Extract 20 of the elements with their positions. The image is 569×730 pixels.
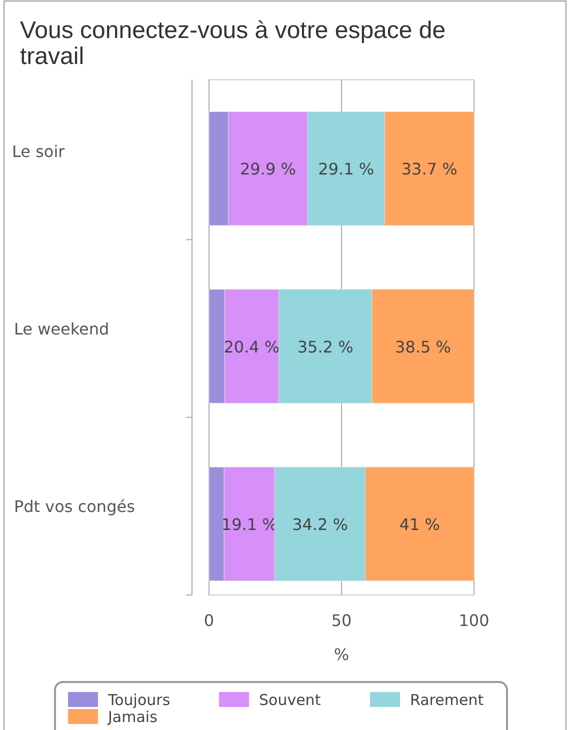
y-tick-label: Le weekend [14,320,110,338]
x-tick-label: 50 [331,611,352,630]
data-label: 29.9 % [240,160,296,179]
y-tick-label: Pdt vos congés [14,497,135,516]
y-tick-label: Le soir [12,142,66,161]
data-label: 33.7 % [401,160,458,179]
legend-label: Toujours [107,691,170,709]
data-label: 20.4 % [224,337,280,356]
data-label: 34.2 % [292,514,348,534]
legend-label: Souvent [259,691,321,709]
legend-label: Jamais [107,708,158,726]
data-label: 41 % [399,514,440,534]
x-tick-label: 100 [458,611,490,630]
x-tick-label: 0 [204,611,214,630]
x-axis-title: % [334,645,350,664]
data-label: 35.2 % [297,337,354,356]
chart-title: Vous connectez-vous à votre espace de travail [20,17,446,70]
data-label: 38.5 % [395,337,451,356]
data-label: 29.1 % [318,160,374,179]
legend-label: Rarement [410,691,484,709]
